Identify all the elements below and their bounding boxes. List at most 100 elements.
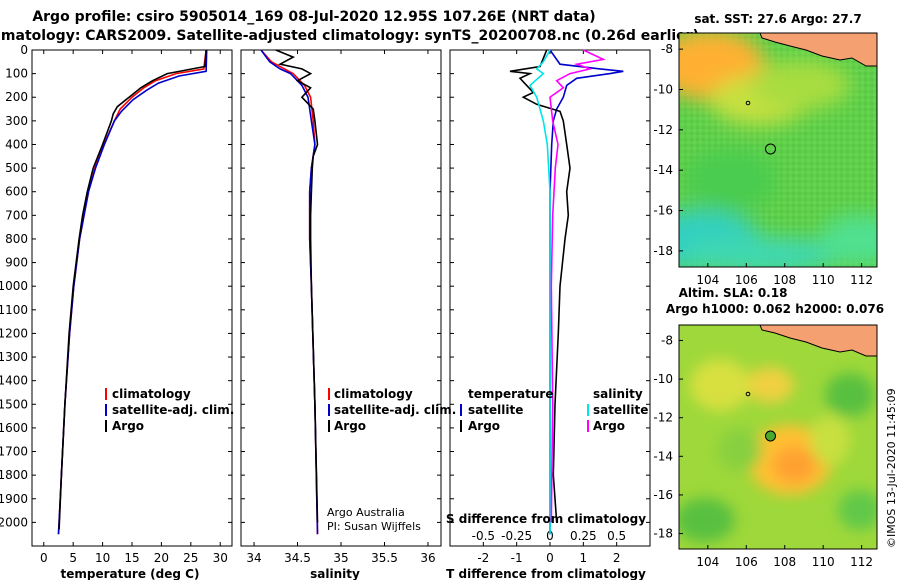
salinity-xlabel: salinity	[310, 567, 360, 580]
depth-tick-label: 1500	[0, 397, 28, 411]
depth-tick-label: 800	[5, 232, 28, 246]
legend-header-temperature: temperature	[468, 387, 553, 401]
series-argo	[58, 49, 207, 530]
sla-map: Altim. SLA: 0.18 Argo h1000: 0.062 h2000…	[653, 286, 884, 569]
salinity-panel: 34 34.5 35 35.5 36 salinity climatology sate…	[240, 49, 456, 580]
sla-map-title-1: Altim. SLA: 0.18	[679, 286, 788, 300]
depth-tick-label: 0	[20, 43, 28, 57]
title-line-1: Argo profile: csiro 5905014_169 08-Jul-2…	[32, 9, 595, 25]
depth-tick-label: 1600	[0, 421, 28, 435]
depth-tick-label: 1200	[0, 326, 28, 340]
x-tick-label: 36	[420, 551, 435, 565]
legend-header-salinity: salinity	[593, 387, 643, 401]
legend-satellite: satellite-adj. clim.	[112, 403, 234, 417]
lat-tick-label: -12	[653, 123, 673, 137]
depth-tick-label: 2000	[0, 515, 28, 529]
lon-tick-label: 106	[735, 273, 758, 287]
series-argo	[275, 49, 319, 523]
depth-tick-label: 900	[5, 256, 28, 270]
series-satellite-salinity	[528, 49, 551, 535]
x-tick-label: 34.5	[284, 551, 311, 565]
x-tick-label: 35	[333, 551, 348, 565]
salinity-lines	[260, 49, 319, 535]
legend-satellite-t-swatch	[460, 404, 462, 416]
series-argo-salinity	[549, 49, 606, 523]
x-tick-label: -1	[511, 551, 523, 565]
depth-tick-label: 1000	[0, 279, 28, 293]
t-difference-axis: -2 -1 0 1 2	[477, 50, 620, 565]
lat-tick-label: -10	[653, 372, 673, 386]
temperature-axis: 0 5 10 15 20 25 30	[40, 50, 228, 565]
x-tick-label: 25	[183, 551, 198, 565]
series-argo-temperature	[509, 49, 571, 523]
legend-argo-t: Argo	[468, 419, 500, 433]
christmas-island	[745, 391, 751, 397]
x-tick-label: 5	[69, 551, 77, 565]
temperature-legend: climatology satellite-adj. clim. Argo	[105, 387, 234, 433]
credit-text: ©IMOS 13-Jul-2020 11:45:09	[885, 388, 898, 548]
difference-legend: temperature salinity satellite Argo sate…	[460, 387, 648, 433]
lat-tick-label: -8	[661, 42, 673, 56]
depth-tick-label: 1700	[0, 445, 28, 459]
lat-tick-label: -14	[653, 163, 673, 177]
s-difference-axis: -0.5 -0.25 0 0.25 0.5	[472, 529, 627, 543]
lat-tick-label: -16	[653, 204, 673, 218]
x-tick-label: 15	[124, 551, 139, 565]
argo-float-marker	[765, 430, 776, 442]
annotation-argo-australia: Argo Australia	[327, 506, 405, 519]
temperature-lines	[57, 49, 208, 535]
lon-tick-label: 106	[735, 555, 758, 569]
series-climatology	[260, 49, 319, 535]
legend-satellite-swatch	[105, 404, 107, 416]
legend-argo-s: Argo	[593, 419, 625, 433]
difference-panel: -2 -1 0 1 2 -0.5 -0.25 0 0.25 0.5 T difference f…	[446, 49, 651, 580]
lon-tick-label: 108	[773, 555, 796, 569]
legend-climatology-swatch	[105, 388, 107, 400]
lat-tick-label: -16	[653, 488, 673, 502]
sla-map-title-2: Argo h1000: 0.062 h2000: 0.076	[666, 302, 884, 316]
depth-tick-label: 500	[5, 161, 28, 175]
legend-argo: Argo	[334, 419, 366, 433]
s-tick-label: 0.25	[570, 529, 597, 543]
lat-tick-label: -8	[661, 333, 673, 347]
depth-tick-label: 1800	[0, 468, 28, 482]
sst-map-title: sat. SST: 27.6 Argo: 27.7	[694, 12, 861, 26]
sst-map-lon-axis: 104 106 108 110 112	[696, 263, 873, 287]
lat-tick-label: -18	[653, 527, 673, 541]
depth-tick-label: 200	[5, 90, 28, 104]
series-climatology	[57, 49, 207, 535]
land-java	[759, 325, 877, 357]
x-tick-label: -2	[477, 551, 489, 565]
depth-tick-label: 300	[5, 114, 28, 128]
depth-tick-label: 1400	[0, 374, 28, 388]
x-tick-label: 10	[95, 551, 110, 565]
sst-map: sat. SST: 27.6 Argo: 27.7 104 106 108 110 11…	[653, 12, 878, 287]
temperature-panel: 0100200300400500600700800900100011001200…	[0, 43, 234, 580]
legend-satellite-s-swatch	[587, 404, 589, 416]
lat-tick-label: -12	[653, 411, 673, 425]
legend-satellite-t: satellite	[468, 403, 523, 417]
legend-satellite-s: satellite	[593, 403, 648, 417]
temperature-xlabel: temperature (deg C)	[61, 567, 200, 580]
x-tick-label: 34	[246, 551, 261, 565]
legend-argo: Argo	[112, 419, 144, 433]
series-satellite-temperature	[549, 49, 624, 535]
lon-tick-label: 110	[812, 273, 835, 287]
depth-tick-label: 400	[5, 137, 28, 151]
lat-tick-label: -10	[653, 82, 673, 96]
annotation-pi: PI: Susan Wijffels	[327, 520, 421, 533]
depth-tick-label: 100	[5, 67, 28, 81]
depth-tick-label: 1100	[0, 303, 28, 317]
sst-map-frame	[678, 32, 878, 268]
sla-map-lon-axis: 104 106 108 110 112	[696, 545, 873, 569]
legend-argo-swatch	[328, 420, 330, 432]
christmas-island	[745, 100, 751, 106]
x-tick-label: 0	[40, 551, 48, 565]
sst-map-lat-axis: -8 -10 -12 -14 -16 -18	[653, 42, 683, 258]
s-tick-label: 0.5	[607, 529, 626, 543]
land-java	[759, 33, 877, 67]
salinity-axis: 34 34.5 35 35.5 36	[246, 50, 436, 565]
legend-climatology: climatology	[112, 387, 191, 401]
difference-lines	[509, 49, 624, 535]
